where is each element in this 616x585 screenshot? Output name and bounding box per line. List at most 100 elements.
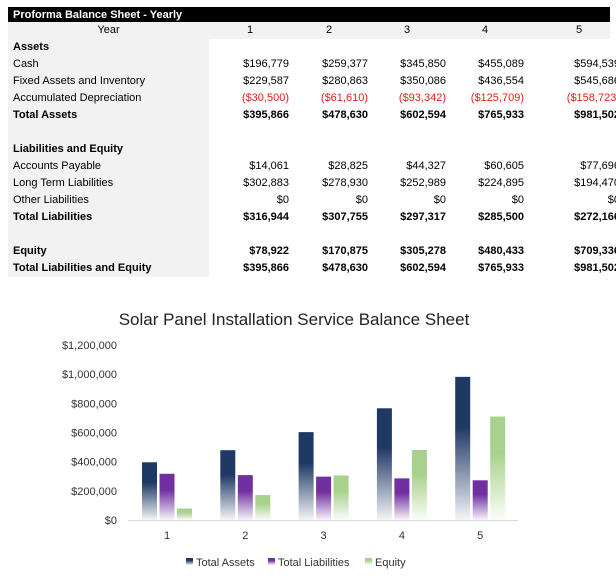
bar-total-assets — [455, 376, 471, 520]
row-label: Fixed Assets and Inventory — [8, 73, 209, 90]
bar-equity — [490, 416, 506, 520]
bar-equity — [255, 495, 271, 520]
cell-value: ($158,723) — [566, 92, 616, 104]
year-header-row: Year 1 2 3 4 5 — [8, 22, 610, 39]
table-row: Cash $196,779 $259,377 $345,850 $455,089 $594… — [8, 56, 616, 73]
x-tick-label: 5 — [477, 530, 483, 542]
row-label: Liabilities and Equity — [8, 141, 209, 158]
cell-value: $981,502 — [574, 109, 616, 121]
cell-value: $302,883 — [243, 177, 289, 189]
y-tick-label: $600,000 — [71, 428, 117, 440]
cell-value: $272,166 — [574, 211, 616, 223]
y-tick-label: $200,000 — [71, 486, 117, 498]
legend-swatch — [365, 558, 372, 565]
cell-value: $297,317 — [400, 211, 446, 223]
cell-value: $480,433 — [478, 245, 524, 257]
row-label: Total Liabilities and Equity — [8, 260, 209, 277]
cell-value: $455,089 — [478, 58, 524, 70]
x-tick-label: 3 — [321, 530, 327, 542]
legend-label: Equity — [375, 557, 406, 569]
row-label — [8, 226, 209, 243]
y-tick-label: $800,000 — [71, 398, 117, 410]
row-label: Assets — [8, 39, 209, 56]
cell-value: $709,336 — [574, 245, 616, 257]
cell-value: $395,866 — [243, 262, 289, 274]
x-tick-label: 4 — [399, 530, 405, 542]
cell-value: $981,502 — [574, 262, 616, 274]
cell-value: $436,554 — [478, 75, 524, 87]
legend-label: Total Liabilities — [278, 557, 350, 569]
table-row: Equity $78,922 $170,875 $305,278 $480,433 $70… — [8, 243, 616, 260]
cell-value: $77,696 — [580, 160, 616, 172]
bar-equity — [333, 475, 349, 520]
cell-value: $0 — [276, 194, 289, 206]
cell-value: $0 — [511, 194, 524, 206]
legend-swatch — [268, 558, 275, 565]
table-row: Liabilities and Equity — [8, 141, 610, 158]
cell-value: $0 — [433, 194, 446, 206]
table-row: Long Term Liabilities $302,883 $278,930 $25… — [8, 175, 616, 192]
cell-value: $0 — [355, 194, 368, 206]
cell-value: $194,470 — [574, 177, 616, 189]
table-row: Total Assets $395,866 $478,630 $602,594 $765… — [8, 107, 616, 124]
table-row — [8, 124, 610, 141]
cell-value: $78,922 — [249, 245, 289, 257]
table-row: Assets — [8, 39, 610, 56]
table-row — [8, 226, 610, 243]
row-label: Total Liabilities — [8, 209, 209, 226]
cell-value: ($30,500) — [241, 92, 289, 104]
cell-value: ($125,709) — [470, 92, 524, 104]
cell-value: $395,866 — [243, 109, 289, 121]
cell-value: $259,377 — [322, 58, 368, 70]
bar-total-assets — [220, 450, 236, 520]
legend-swatch — [186, 558, 193, 565]
cell-value: $170,875 — [322, 245, 368, 257]
bar-total-liabilities — [237, 475, 253, 520]
cell-value: $345,850 — [400, 58, 446, 70]
x-tick-label: 2 — [242, 530, 248, 542]
cell-value: $224,895 — [478, 177, 524, 189]
cell-value: $305,278 — [400, 245, 446, 257]
cell-value: $278,930 — [322, 177, 368, 189]
row-label: Equity — [8, 243, 209, 260]
row-label: Accumulated Depreciation — [8, 90, 209, 107]
bar-total-liabilities — [472, 480, 488, 520]
cell-value: $60,605 — [484, 160, 524, 172]
cell-value: $316,944 — [243, 211, 289, 223]
row-label: Cash — [8, 56, 209, 73]
cell-value: $602,594 — [400, 109, 446, 121]
cell-value: $545,686 — [574, 75, 616, 87]
balance-sheet-table: Proforma Balance Sheet - Yearly Year 1 2 3… — [8, 7, 616, 277]
year-header: 3 — [403, 24, 411, 36]
cell-value: $196,779 — [243, 58, 289, 70]
row-label — [8, 124, 209, 141]
cell-value: $0 — [607, 194, 616, 206]
bar-total-assets — [376, 408, 392, 520]
x-tick-label: 1 — [164, 530, 170, 542]
y-tick-label: $400,000 — [71, 457, 117, 469]
cell-value: $765,933 — [478, 109, 524, 121]
year-header: 2 — [325, 24, 333, 36]
year-label: Year — [8, 22, 209, 39]
bar-total-liabilities — [394, 478, 410, 520]
cell-value: $28,825 — [328, 160, 368, 172]
year-header: 4 — [481, 24, 489, 36]
table-row: Total Liabilities and Equity $395,866 $478… — [8, 260, 616, 277]
bar-total-liabilities — [316, 476, 332, 520]
table-row: Accounts Payable $14,061 $28,825 $44,327 $60… — [8, 158, 616, 175]
table-row: Fixed Assets and Inventory $229,587 $280,8… — [8, 73, 616, 90]
cell-value: $478,630 — [322, 109, 368, 121]
y-tick-label: $1,200,000 — [62, 340, 117, 352]
cell-value: $594,539 — [574, 58, 616, 70]
legend-label: Total Assets — [196, 557, 255, 569]
cell-value: $14,061 — [249, 160, 289, 172]
row-label: Long Term Liabilities — [8, 175, 209, 192]
cell-value: $229,587 — [243, 75, 289, 87]
cell-value: $478,630 — [322, 262, 368, 274]
cell-value: $44,327 — [406, 160, 446, 172]
table-row: Total Liabilities $316,944 $307,755 $297,31… — [8, 209, 616, 226]
row-label: Total Assets — [8, 107, 209, 124]
sheet-title: Proforma Balance Sheet - Yearly — [8, 7, 610, 22]
year-header: 5 — [575, 24, 583, 36]
row-label: Other Liabilities — [8, 192, 209, 209]
